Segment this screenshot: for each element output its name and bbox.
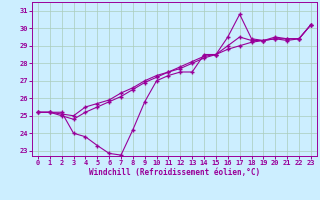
X-axis label: Windchill (Refroidissement éolien,°C): Windchill (Refroidissement éolien,°C) bbox=[89, 168, 260, 177]
